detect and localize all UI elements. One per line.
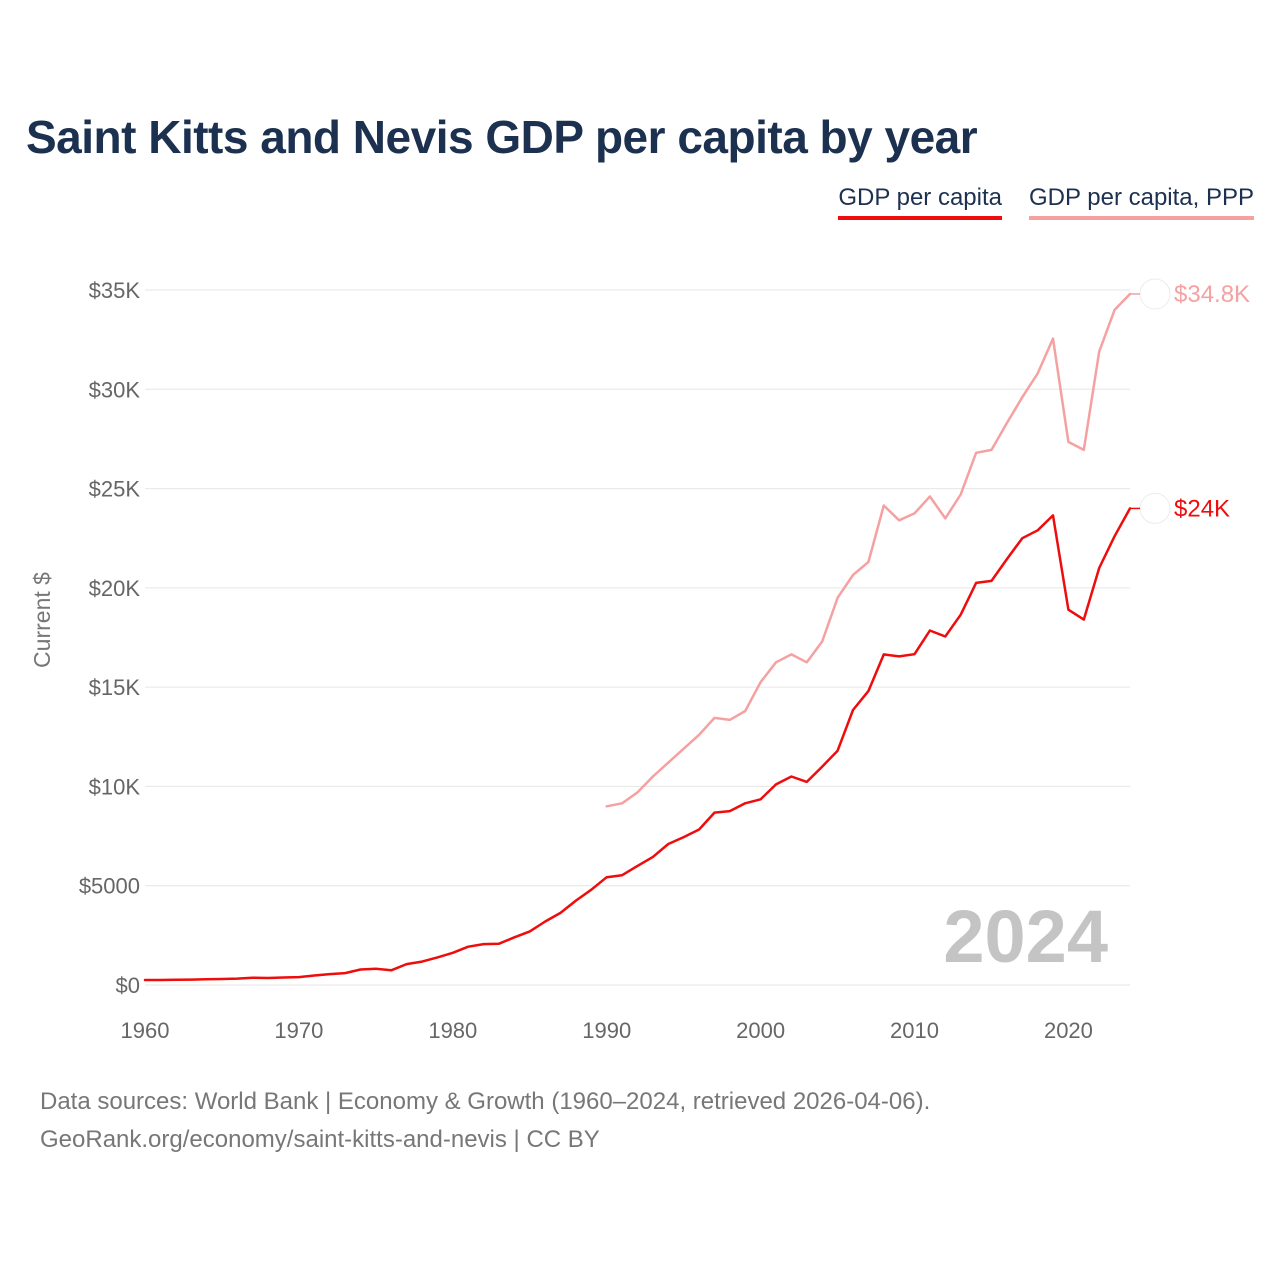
series-end-label: $34.8K: [1174, 281, 1250, 308]
series-line-gdp-per-capita[interactable]: [143, 507, 1132, 982]
y-tick-label: $20K: [89, 576, 141, 601]
x-tick-label: 1960: [121, 1018, 170, 1043]
flag-outline: [1139, 492, 1171, 524]
y-tick-label: $25K: [89, 477, 141, 502]
y-tick-label: $30K: [89, 377, 141, 402]
y-axis-title: Current $: [29, 572, 55, 668]
series-line-gdp-per-capita-ppp[interactable]: [605, 292, 1132, 808]
x-tick-label: 2020: [1044, 1018, 1093, 1043]
y-tick-label: $5000: [79, 874, 140, 899]
y-tick-label: $10K: [89, 774, 141, 799]
chart-title: Saint Kitts and Nevis GDP per capita by …: [26, 111, 978, 163]
x-tick-label: 1990: [582, 1018, 631, 1043]
series-end-label: $24K: [1174, 495, 1230, 522]
x-tick-label: 2000: [736, 1018, 785, 1043]
x-tick-label: 1980: [428, 1018, 477, 1043]
legend-item-gdp-per-capita-ppp[interactable]: GDP per capita, PPP: [1029, 184, 1254, 220]
x-tick-label: 1970: [274, 1018, 323, 1043]
footer-credit-link[interactable]: GeoRank.org/economy/saint-kitts-and-nevi…: [40, 1126, 600, 1153]
y-tick-label: $0: [116, 973, 140, 998]
year-watermark: 2024: [943, 895, 1108, 978]
y-tick-label: $15K: [89, 675, 141, 700]
footer-source: Data sources: World Bank | Economy & Gro…: [40, 1088, 931, 1115]
legend-item-gdp-per-capita[interactable]: GDP per capita: [838, 184, 1002, 220]
x-tick-label: 2010: [890, 1018, 939, 1043]
flag-outline: [1139, 278, 1171, 310]
y-tick-label: $35K: [89, 278, 141, 303]
